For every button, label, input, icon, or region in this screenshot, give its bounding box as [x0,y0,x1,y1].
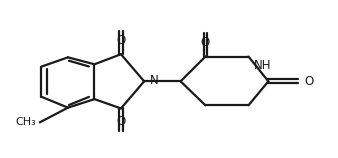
Text: O: O [116,115,126,128]
Text: O: O [201,36,210,49]
Text: O: O [116,34,126,47]
Text: N: N [150,74,159,87]
Text: CH₃: CH₃ [16,117,37,127]
Text: NH: NH [254,59,271,72]
Text: O: O [304,75,313,88]
